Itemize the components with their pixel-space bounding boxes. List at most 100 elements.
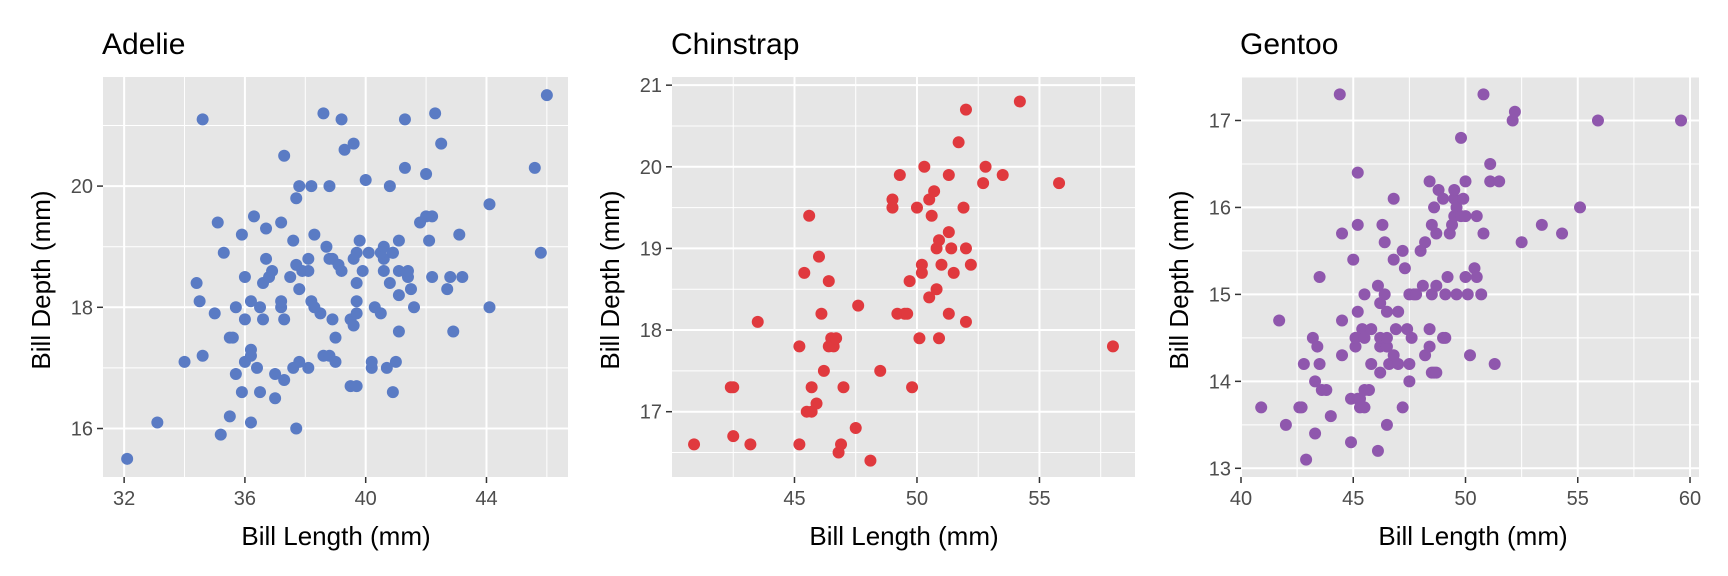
data-point (1484, 157, 1497, 170)
data-point (356, 264, 369, 277)
x-tick-label: 55 (1028, 488, 1050, 510)
data-point (1380, 418, 1393, 431)
data-point (1376, 218, 1389, 231)
data-point (308, 228, 321, 241)
data-point (1297, 357, 1310, 370)
data-point (1464, 349, 1476, 362)
data-point (1414, 244, 1427, 257)
data-point (269, 367, 282, 380)
data-point (1484, 175, 1497, 188)
data-point (483, 198, 496, 211)
data-point (244, 295, 257, 308)
data-point (323, 180, 336, 193)
data-point (347, 252, 360, 265)
data-point (942, 226, 955, 239)
data-point (377, 264, 390, 277)
data-point (1392, 357, 1405, 370)
data-point (837, 381, 850, 394)
data-point (1405, 331, 1418, 344)
data-point (996, 168, 1009, 181)
data-point (1396, 244, 1409, 257)
data-point (359, 174, 372, 187)
data-point (822, 275, 835, 288)
data-point (329, 331, 342, 344)
data-point (815, 307, 828, 320)
data-point (1457, 192, 1470, 205)
data-point (426, 271, 439, 283)
data-point (260, 222, 273, 235)
x-tick-label: 55 (1567, 488, 1589, 510)
data-point (226, 331, 239, 344)
data-point (244, 416, 257, 429)
y-axis-title: Bill Depth (mm) (595, 190, 625, 369)
data-point (1336, 227, 1349, 240)
data-point (1459, 210, 1472, 223)
data-point (302, 252, 315, 265)
data-point (864, 454, 877, 467)
data-point (1336, 314, 1349, 327)
data-point (423, 234, 436, 247)
x-tick-label: 45 (783, 488, 805, 510)
data-point (269, 392, 282, 405)
data-point (235, 386, 248, 399)
data-point (1333, 88, 1346, 101)
data-point (1425, 218, 1438, 231)
data-point (849, 422, 862, 435)
data-point (1053, 177, 1066, 190)
data-point (1515, 236, 1528, 249)
data-point (1477, 88, 1490, 101)
data-point (1392, 305, 1405, 318)
data-point (1475, 288, 1488, 301)
data-point (910, 201, 923, 214)
data-point (444, 271, 457, 283)
data-point (1309, 375, 1322, 388)
data-point (1279, 418, 1292, 431)
panel-adelie: 32 36 40 44 16 18 20 Adelie Bill Length (mm) B… (26, 28, 568, 551)
data-point (350, 380, 363, 393)
data-point (1591, 114, 1604, 127)
y-tick-label: 13 (1209, 458, 1231, 480)
plot-background (672, 77, 1135, 477)
data-point (727, 381, 740, 394)
data-point (350, 295, 363, 308)
data-point (874, 364, 887, 377)
data-point (278, 149, 291, 162)
data-point (266, 264, 279, 277)
data-point (959, 315, 972, 328)
data-point (1488, 357, 1501, 370)
data-point (1349, 340, 1362, 353)
data-point (933, 332, 946, 345)
data-point (435, 137, 448, 150)
data-point (401, 264, 414, 277)
y-axis-title: Bill Depth (mm) (26, 190, 56, 369)
data-point (404, 283, 417, 296)
data-point (235, 228, 248, 241)
data-point (323, 252, 336, 265)
data-point (414, 216, 427, 229)
data-point (1351, 166, 1364, 179)
data-point (305, 180, 318, 193)
data-point (1508, 105, 1521, 118)
data-point (250, 361, 263, 374)
data-point (1470, 271, 1483, 283)
data-point (1309, 427, 1322, 440)
data-point (238, 271, 251, 283)
y-tick-label: 20 (640, 157, 662, 179)
data-point (211, 216, 224, 229)
data-point (1324, 410, 1337, 423)
data-point (947, 266, 960, 279)
data-point (1428, 201, 1441, 214)
data-point (1255, 401, 1268, 414)
data-point (1389, 323, 1402, 336)
data-point (1535, 218, 1548, 231)
x-tick-label: 40 (355, 488, 377, 510)
data-point (1378, 236, 1391, 249)
data-point (901, 307, 914, 320)
data-point (1493, 175, 1506, 188)
data-point (1437, 331, 1450, 344)
data-point (793, 340, 806, 353)
panel-title: Adelie (102, 28, 185, 61)
data-point (1378, 288, 1391, 301)
data-point (420, 167, 433, 180)
data-point (923, 291, 936, 304)
